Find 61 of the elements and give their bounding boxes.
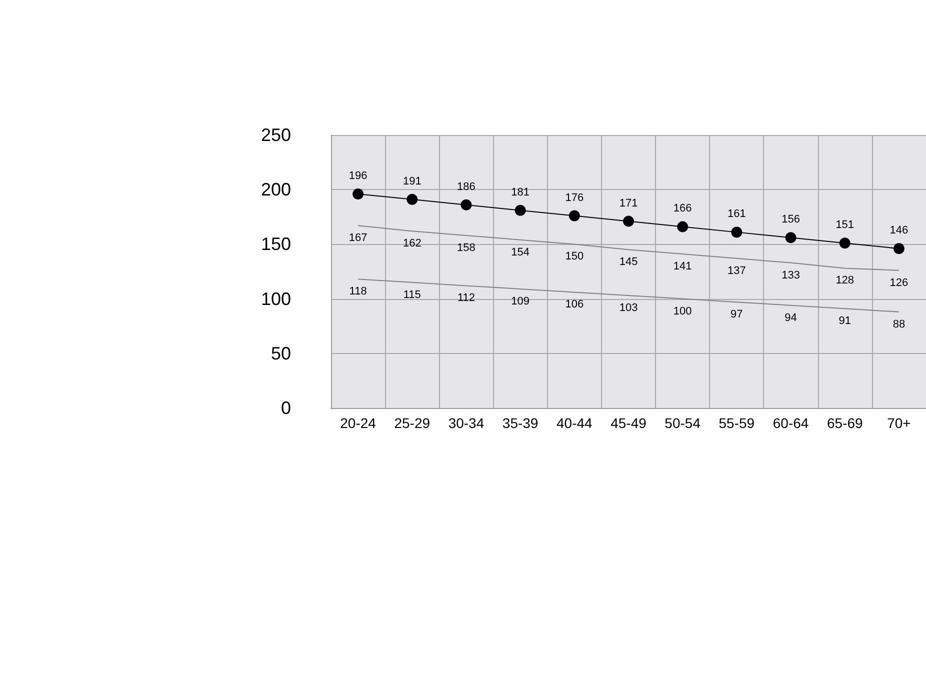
x-tick-label: 35-39 [502, 415, 538, 431]
x-tick-label: 25-29 [394, 415, 430, 431]
x-tick-label: 50-54 [664, 415, 701, 431]
x-tick-label: 40-44 [556, 415, 593, 431]
data-label: 109 [511, 295, 530, 308]
data-label: 166 [673, 202, 692, 215]
data-label: 176 [565, 192, 584, 204]
y-tick-label: 250 [260, 125, 291, 145]
data-label: 150 [565, 250, 584, 263]
data-label: 128 [836, 274, 854, 287]
point [839, 238, 850, 249]
x-tick-label: 70+ [887, 415, 911, 431]
x-tick-label: 55-59 [718, 415, 755, 431]
data-label: 118 [349, 286, 367, 298]
data-label: 103 [619, 302, 638, 314]
data-label: 196 [348, 170, 368, 182]
y-tick-label: 0 [280, 398, 291, 418]
y-tick-label: 150 [260, 234, 291, 254]
data-label: 181 [511, 186, 530, 198]
data-label: 106 [565, 298, 584, 311]
data-label: 167 [348, 232, 368, 244]
data-label: 171 [619, 197, 638, 210]
data-label: 156 [782, 214, 800, 226]
point [785, 232, 796, 244]
data-label: 97 [730, 308, 743, 321]
point [460, 199, 472, 210]
data-label: 145 [619, 256, 638, 268]
data-label: 161 [728, 208, 746, 220]
data-label: 137 [728, 264, 746, 277]
x-tick-label: 30-34 [448, 415, 484, 431]
point [352, 188, 364, 200]
x-tick-label: 45-49 [610, 415, 647, 431]
data-label: 154 [511, 246, 530, 258]
point [623, 216, 634, 227]
x-tick-label: 60-64 [772, 415, 809, 431]
data-label: 100 [673, 305, 692, 318]
data-label: 91 [838, 315, 851, 328]
data-label: 151 [836, 219, 854, 232]
point [406, 194, 418, 205]
data-label: 115 [403, 288, 421, 301]
x-tick-label: 20-24 [340, 415, 376, 431]
data-label: 133 [782, 269, 800, 282]
point [677, 221, 688, 232]
data-label: 146 [890, 224, 908, 237]
x-tick-label: 65-69 [826, 415, 863, 431]
data-label: 94 [784, 312, 797, 324]
point [514, 204, 526, 216]
point [731, 226, 742, 238]
y-tick-label: 100 [260, 288, 291, 309]
data-label: 112 [457, 292, 475, 304]
data-label: 88 [892, 318, 906, 330]
data-label: 141 [673, 260, 692, 273]
data-label: 126 [890, 276, 908, 289]
point [568, 210, 580, 222]
data-label: 186 [457, 180, 476, 193]
data-label: 191 [402, 175, 422, 188]
y-tick-label: 50 [270, 343, 291, 364]
data-label: 162 [402, 238, 422, 250]
point [893, 243, 904, 254]
data-label: 158 [457, 242, 476, 254]
y-tick-label: 200 [260, 180, 291, 200]
